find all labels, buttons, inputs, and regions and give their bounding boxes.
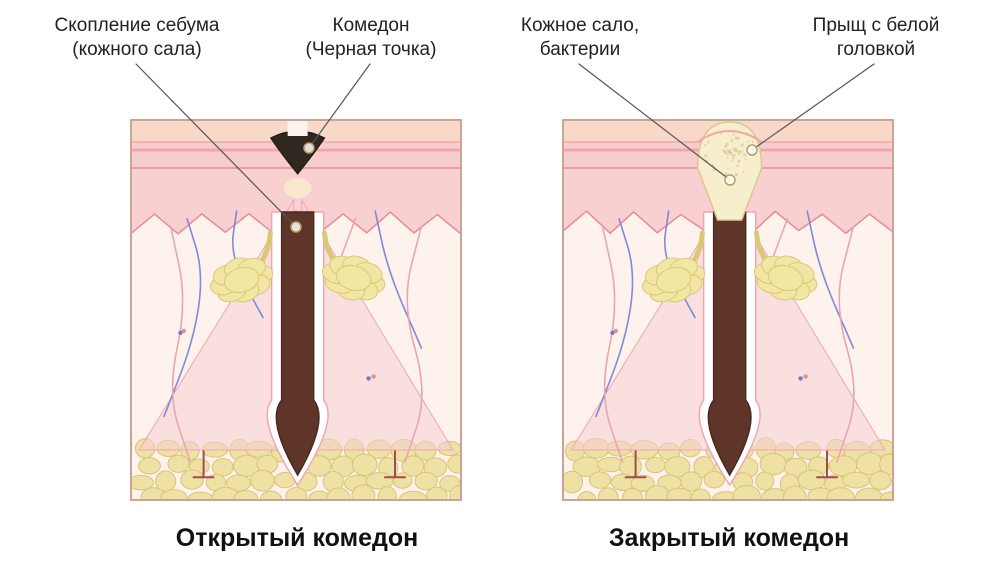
diagram-canvas [0,0,1003,564]
skin-panel-open [128,120,468,509]
follicle-plug [276,212,319,475]
follicle-plug [708,212,751,475]
open-comedone-caption: Открытый комедон [97,524,497,553]
whitehead-label: Прыщ с белой головкой [726,14,1003,62]
sebum-bacteria-label: Кожное сало, бактерии [430,14,730,62]
closed-comedone-caption: Закрытый комедон [529,524,929,553]
